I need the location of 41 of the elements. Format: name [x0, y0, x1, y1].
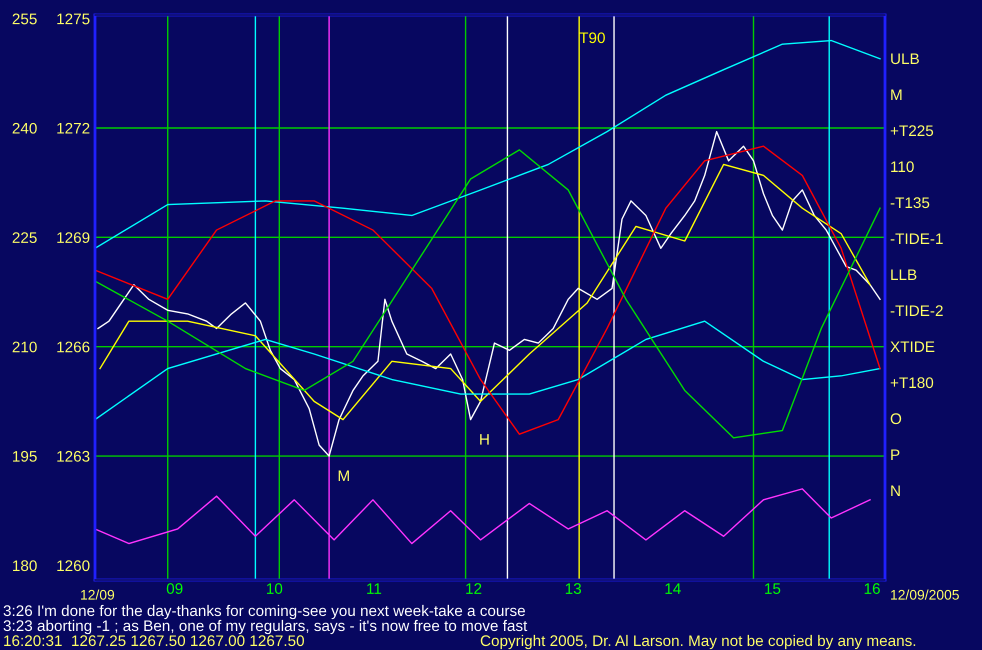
y2-tick-label: 195: [13, 450, 37, 462]
y2-tick-label: 180: [13, 560, 37, 572]
x-tick-label: 09: [166, 583, 182, 594]
y2-tick-label: 240: [12, 122, 37, 134]
x-tick-label: 14: [665, 583, 681, 594]
y-tick-label: 1275: [57, 14, 90, 24]
text: -TIDE-2: [890, 305, 943, 316]
y-tick-label: 1266: [57, 342, 90, 352]
text: N: [891, 485, 900, 496]
text: 110: [891, 161, 914, 172]
text: +T225: [890, 125, 934, 136]
text: 12/09/2005: [891, 590, 959, 600]
x-tick-label: 12: [466, 583, 482, 594]
text: +T180: [890, 377, 934, 388]
text: 16:20:31 1267.25 1267.50 1267.00 1267.50: [4, 635, 304, 646]
x-tick-label: 11: [367, 583, 382, 594]
x-tick-label: 13: [566, 583, 582, 594]
y-tick-label: 1269: [57, 232, 90, 244]
y-tick-label: 1260: [57, 560, 90, 572]
text: Copyright 2005, Dr. Al Larson. May not be copied by any means.: [480, 634, 916, 650]
y-tick-label: 1263: [57, 450, 90, 462]
x-tick-label: 16: [864, 583, 880, 594]
annotation: M: [338, 470, 349, 482]
text: M: [891, 89, 902, 100]
text: LLB: [891, 269, 916, 280]
text: XTIDE: [890, 341, 934, 352]
y-tick-label: 1272: [57, 122, 90, 134]
text: 12/09: [81, 590, 114, 600]
x-tick-label: 10: [266, 583, 282, 594]
text: ULB: [891, 53, 919, 64]
text: 3:26 I'm done for the day-thanks for coming-see you next week-take a course: [4, 604, 525, 620]
y2-tick-label: 210: [12, 342, 37, 352]
text: 3:23 aborting -1 ; as Ben, one of my regulars, says - it's now free to move fast: [4, 620, 528, 634]
y2-tick-label: 255: [12, 14, 37, 24]
y2-tick-label: 225: [12, 232, 37, 244]
text: -T135: [890, 197, 930, 208]
text: P: [891, 449, 900, 460]
text: O: [890, 413, 902, 424]
text: -TIDE-1: [890, 233, 943, 244]
annotation: H: [480, 434, 489, 445]
x-tick-label: 15: [765, 583, 780, 594]
